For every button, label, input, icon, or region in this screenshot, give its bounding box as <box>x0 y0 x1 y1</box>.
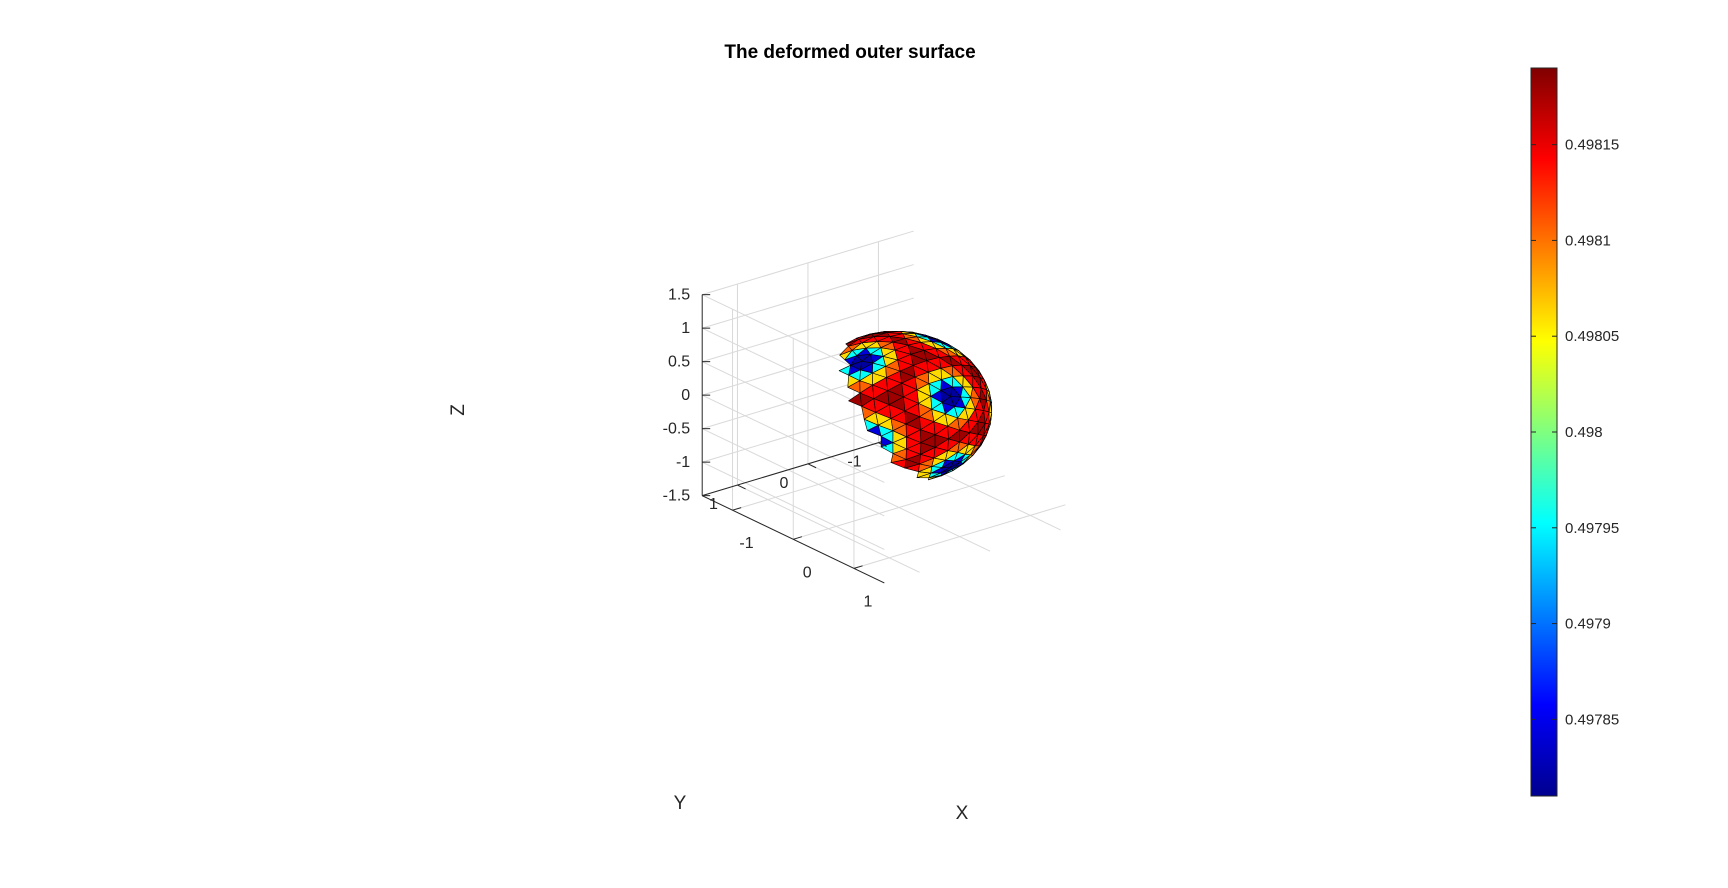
z-grid-line <box>702 297 914 363</box>
x-axis-label: X <box>956 803 969 824</box>
z-tick-label: -1.5 <box>663 488 691 505</box>
z-tick-label: -1 <box>676 454 690 471</box>
colorbar-tick-label: 0.498 <box>1565 424 1603 441</box>
colorbar-tick-label: 0.49815 <box>1565 137 1619 154</box>
colorbar-tick-label: 0.49805 <box>1565 328 1619 345</box>
y-grid-line <box>807 463 991 552</box>
y-tick <box>807 463 817 469</box>
x-tick-label: 1 <box>863 593 872 610</box>
chart-title: The deformed outer surface <box>724 42 975 63</box>
x-tick-label: -1 <box>739 535 753 552</box>
z-tick-label: 1 <box>681 320 690 337</box>
x-tick <box>853 565 863 569</box>
x-tick <box>732 507 742 511</box>
y-tick <box>878 442 887 447</box>
z-axis-label: Z <box>448 404 469 416</box>
surface-face <box>848 392 862 407</box>
z-grid-line <box>701 394 885 483</box>
x-tick <box>793 536 803 540</box>
y-tick-label: 0 <box>779 475 788 492</box>
deformed-sphere-surface <box>838 330 993 481</box>
z-grid-line <box>701 428 885 517</box>
z-tick-label: 1.5 <box>668 287 690 304</box>
y-axis-label: Y <box>674 793 687 814</box>
colorbar-tick-label: 0.4981 <box>1565 232 1611 249</box>
axis-ticks: -1 0 1 -1 0 1 -1.5 -1 -0.5 0 0.5 1 1.5 <box>663 287 887 610</box>
z-tick-label: 0 <box>681 387 690 404</box>
z-tick-label: -0.5 <box>663 421 691 438</box>
z-grid-line <box>701 461 885 550</box>
z-grid-line <box>702 230 914 296</box>
colorbar-tick-label: 0.4979 <box>1565 616 1611 633</box>
y-grid-line <box>737 484 920 573</box>
y-tick <box>737 484 746 490</box>
y-tick-label: -1 <box>847 454 861 471</box>
surface-face <box>972 375 982 389</box>
x-tick-label: 0 <box>803 564 812 581</box>
z-grid-line <box>702 264 914 329</box>
z-tick-label: 0.5 <box>668 354 690 371</box>
colorbar-tick-label: 0.49785 <box>1565 711 1619 728</box>
y-tick-label: 1 <box>709 496 718 513</box>
colorbar-tick-label: 0.49795 <box>1565 520 1619 537</box>
colorbar-ticks: 0.49785 0.4979 0.49795 0.498 0.49805 0.4981 0.… <box>1531 137 1619 728</box>
z-grid-line <box>701 361 885 450</box>
